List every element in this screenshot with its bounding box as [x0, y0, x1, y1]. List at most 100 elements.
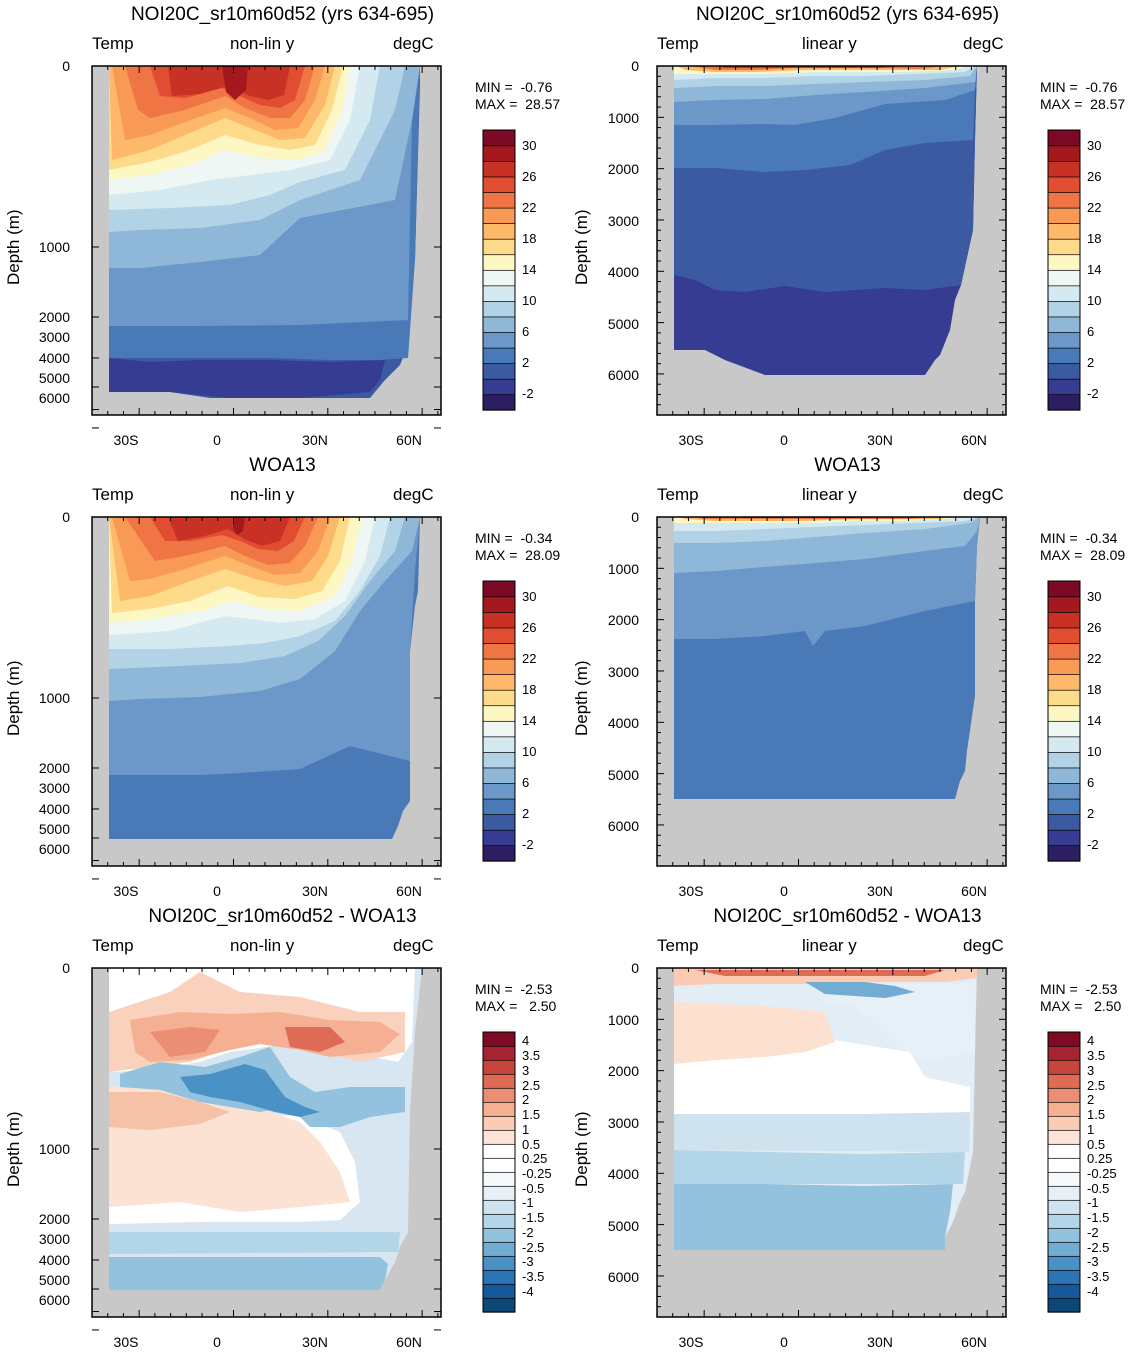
y-tick-label: 3000	[607, 213, 639, 229]
y-tick-label: 2000	[607, 161, 639, 177]
colorbar-label: -4	[522, 1283, 534, 1299]
colorbar-label: -1	[522, 1195, 534, 1211]
colorbar-segment	[482, 238, 516, 256]
variable-label: Temp	[92, 936, 134, 955]
colorbar-segment	[1047, 207, 1081, 224]
colorbar-segment	[1047, 767, 1081, 784]
colorbar-label: 10	[1087, 293, 1102, 309]
colorbar-segment	[482, 813, 516, 831]
contour-plot	[91, 516, 516, 880]
colorbar-segment	[1047, 642, 1081, 660]
colorbar-segment	[1047, 191, 1081, 209]
colorbar-label: 0.25	[1087, 1151, 1113, 1167]
colorbar-segment	[482, 316, 516, 333]
y-tick-label: 0	[62, 960, 70, 976]
y-tick-label: 3000	[607, 1115, 639, 1131]
colorbar-segment	[1047, 1241, 1081, 1257]
max-value: MAX = 28.09	[1040, 547, 1126, 563]
colorbar-segment	[1047, 316, 1081, 333]
yscale-label: linear y	[802, 34, 857, 53]
variable-label: Temp	[92, 485, 134, 504]
colorbar-label: -0.25	[1087, 1166, 1117, 1181]
y-tick-label: 5000	[607, 767, 639, 783]
colorbar-segment	[1047, 813, 1081, 831]
colorbar-segment	[482, 1157, 516, 1173]
colorbar-label: 3	[1087, 1062, 1095, 1078]
colorbar-label: 18	[522, 681, 537, 697]
x-tick-label: 30N	[302, 432, 328, 448]
panel-title: WOA13	[249, 455, 316, 476]
x-tick-label: 60N	[396, 432, 422, 448]
y-tick-label: 2000	[38, 309, 70, 325]
colorbar-segment	[1047, 580, 1081, 598]
yscale-label: linear y	[802, 485, 857, 504]
y-tick-label: 5000	[38, 821, 70, 837]
x-tick-label: 60N	[396, 1334, 422, 1350]
colorbar-label: 14	[522, 262, 537, 277]
y-tick-label: 4000	[607, 1166, 639, 1182]
max-value: MAX = 2.50	[475, 998, 557, 1014]
colorbar-label: 14	[1087, 262, 1102, 277]
colorbar-label: 1.5	[522, 1107, 541, 1123]
units-label: degC	[963, 485, 1004, 504]
colorbar-label: -2	[522, 837, 534, 853]
panel-model-linear: NOI20C_sr10m60d52 (yrs 634-695) Temp lin…	[565, 0, 1130, 451]
band-neg-surface	[805, 982, 915, 998]
colorbar-segment	[482, 1227, 516, 1243]
colorbar-label: -1.5	[1087, 1210, 1110, 1226]
y-tick-label: 4000	[38, 350, 70, 366]
colorbar-segment	[1047, 1045, 1081, 1061]
colorbar-segment	[1047, 160, 1081, 178]
colorbar-label: 26	[1087, 619, 1102, 635]
units-label: degC	[393, 936, 434, 955]
x-tick-label: 30S	[113, 883, 139, 899]
units-label: degC	[393, 485, 434, 504]
colorbar-label: 3.5	[522, 1048, 541, 1064]
band-pos-mid	[674, 1002, 835, 1064]
y-tick-label: 1000	[607, 110, 639, 126]
colorbar-label: 18	[1087, 681, 1102, 697]
colorbar-label: -0.5	[522, 1180, 545, 1196]
colorbar-label: 0.5	[1087, 1136, 1106, 1152]
colorbar-segment	[482, 829, 516, 847]
colorbar-label: -3.5	[522, 1269, 545, 1285]
y-tick-label: 6000	[607, 1269, 639, 1285]
colorbar-segment	[1047, 176, 1081, 193]
y-tick-label: 3000	[38, 1231, 70, 1247]
colorbar-segment	[482, 378, 516, 396]
panel-woa-linear: WOA13 Temp linear y degC MIN = -0.34 MAX…	[565, 451, 1130, 902]
colorbar-segment	[1047, 736, 1081, 753]
contour-plot	[656, 967, 1081, 1318]
colorbar-label: 2	[1087, 1092, 1095, 1108]
colorbar-segment	[1047, 658, 1081, 675]
y-tick-label: 6000	[607, 818, 639, 834]
colorbar-segment	[482, 1087, 516, 1103]
y-tick-label: 1000	[38, 690, 70, 706]
colorbar-label: 22	[522, 199, 537, 215]
colorbar-label: 14	[1087, 713, 1102, 728]
colorbar-label: 30	[1087, 137, 1102, 153]
colorbar-segment	[482, 736, 516, 753]
contour-plot	[91, 967, 516, 1331]
colorbar-segment	[482, 145, 516, 162]
colorbar-segment	[482, 269, 516, 287]
colorbar-segment	[1047, 378, 1081, 396]
panel-title: NOI20C_sr10m60d52 - WOA13	[713, 906, 982, 927]
colorbar-label: 26	[522, 619, 537, 635]
yscale-label: non-lin y	[230, 936, 295, 955]
y-tick-label: 6000	[38, 1292, 70, 1308]
colorbar-label: 10	[1087, 744, 1102, 760]
colorbar-label: -3.5	[1087, 1269, 1110, 1285]
y-tick-label: 1000	[607, 1012, 639, 1028]
band-neg-core	[180, 1064, 320, 1117]
colorbar-segment	[482, 1115, 516, 1131]
y-tick-label: 2000	[38, 760, 70, 776]
y-tick-label: 0	[62, 509, 70, 525]
y-tick-label: 2000	[38, 1211, 70, 1227]
band-pos-peak2	[285, 1027, 345, 1052]
plot-frame	[91, 967, 442, 1318]
colorbar-label: -2.5	[1087, 1239, 1110, 1255]
colorbar-segment	[1047, 1185, 1081, 1201]
colorbar-segment	[1047, 347, 1081, 364]
y-tick-label: 2000	[607, 1063, 639, 1079]
